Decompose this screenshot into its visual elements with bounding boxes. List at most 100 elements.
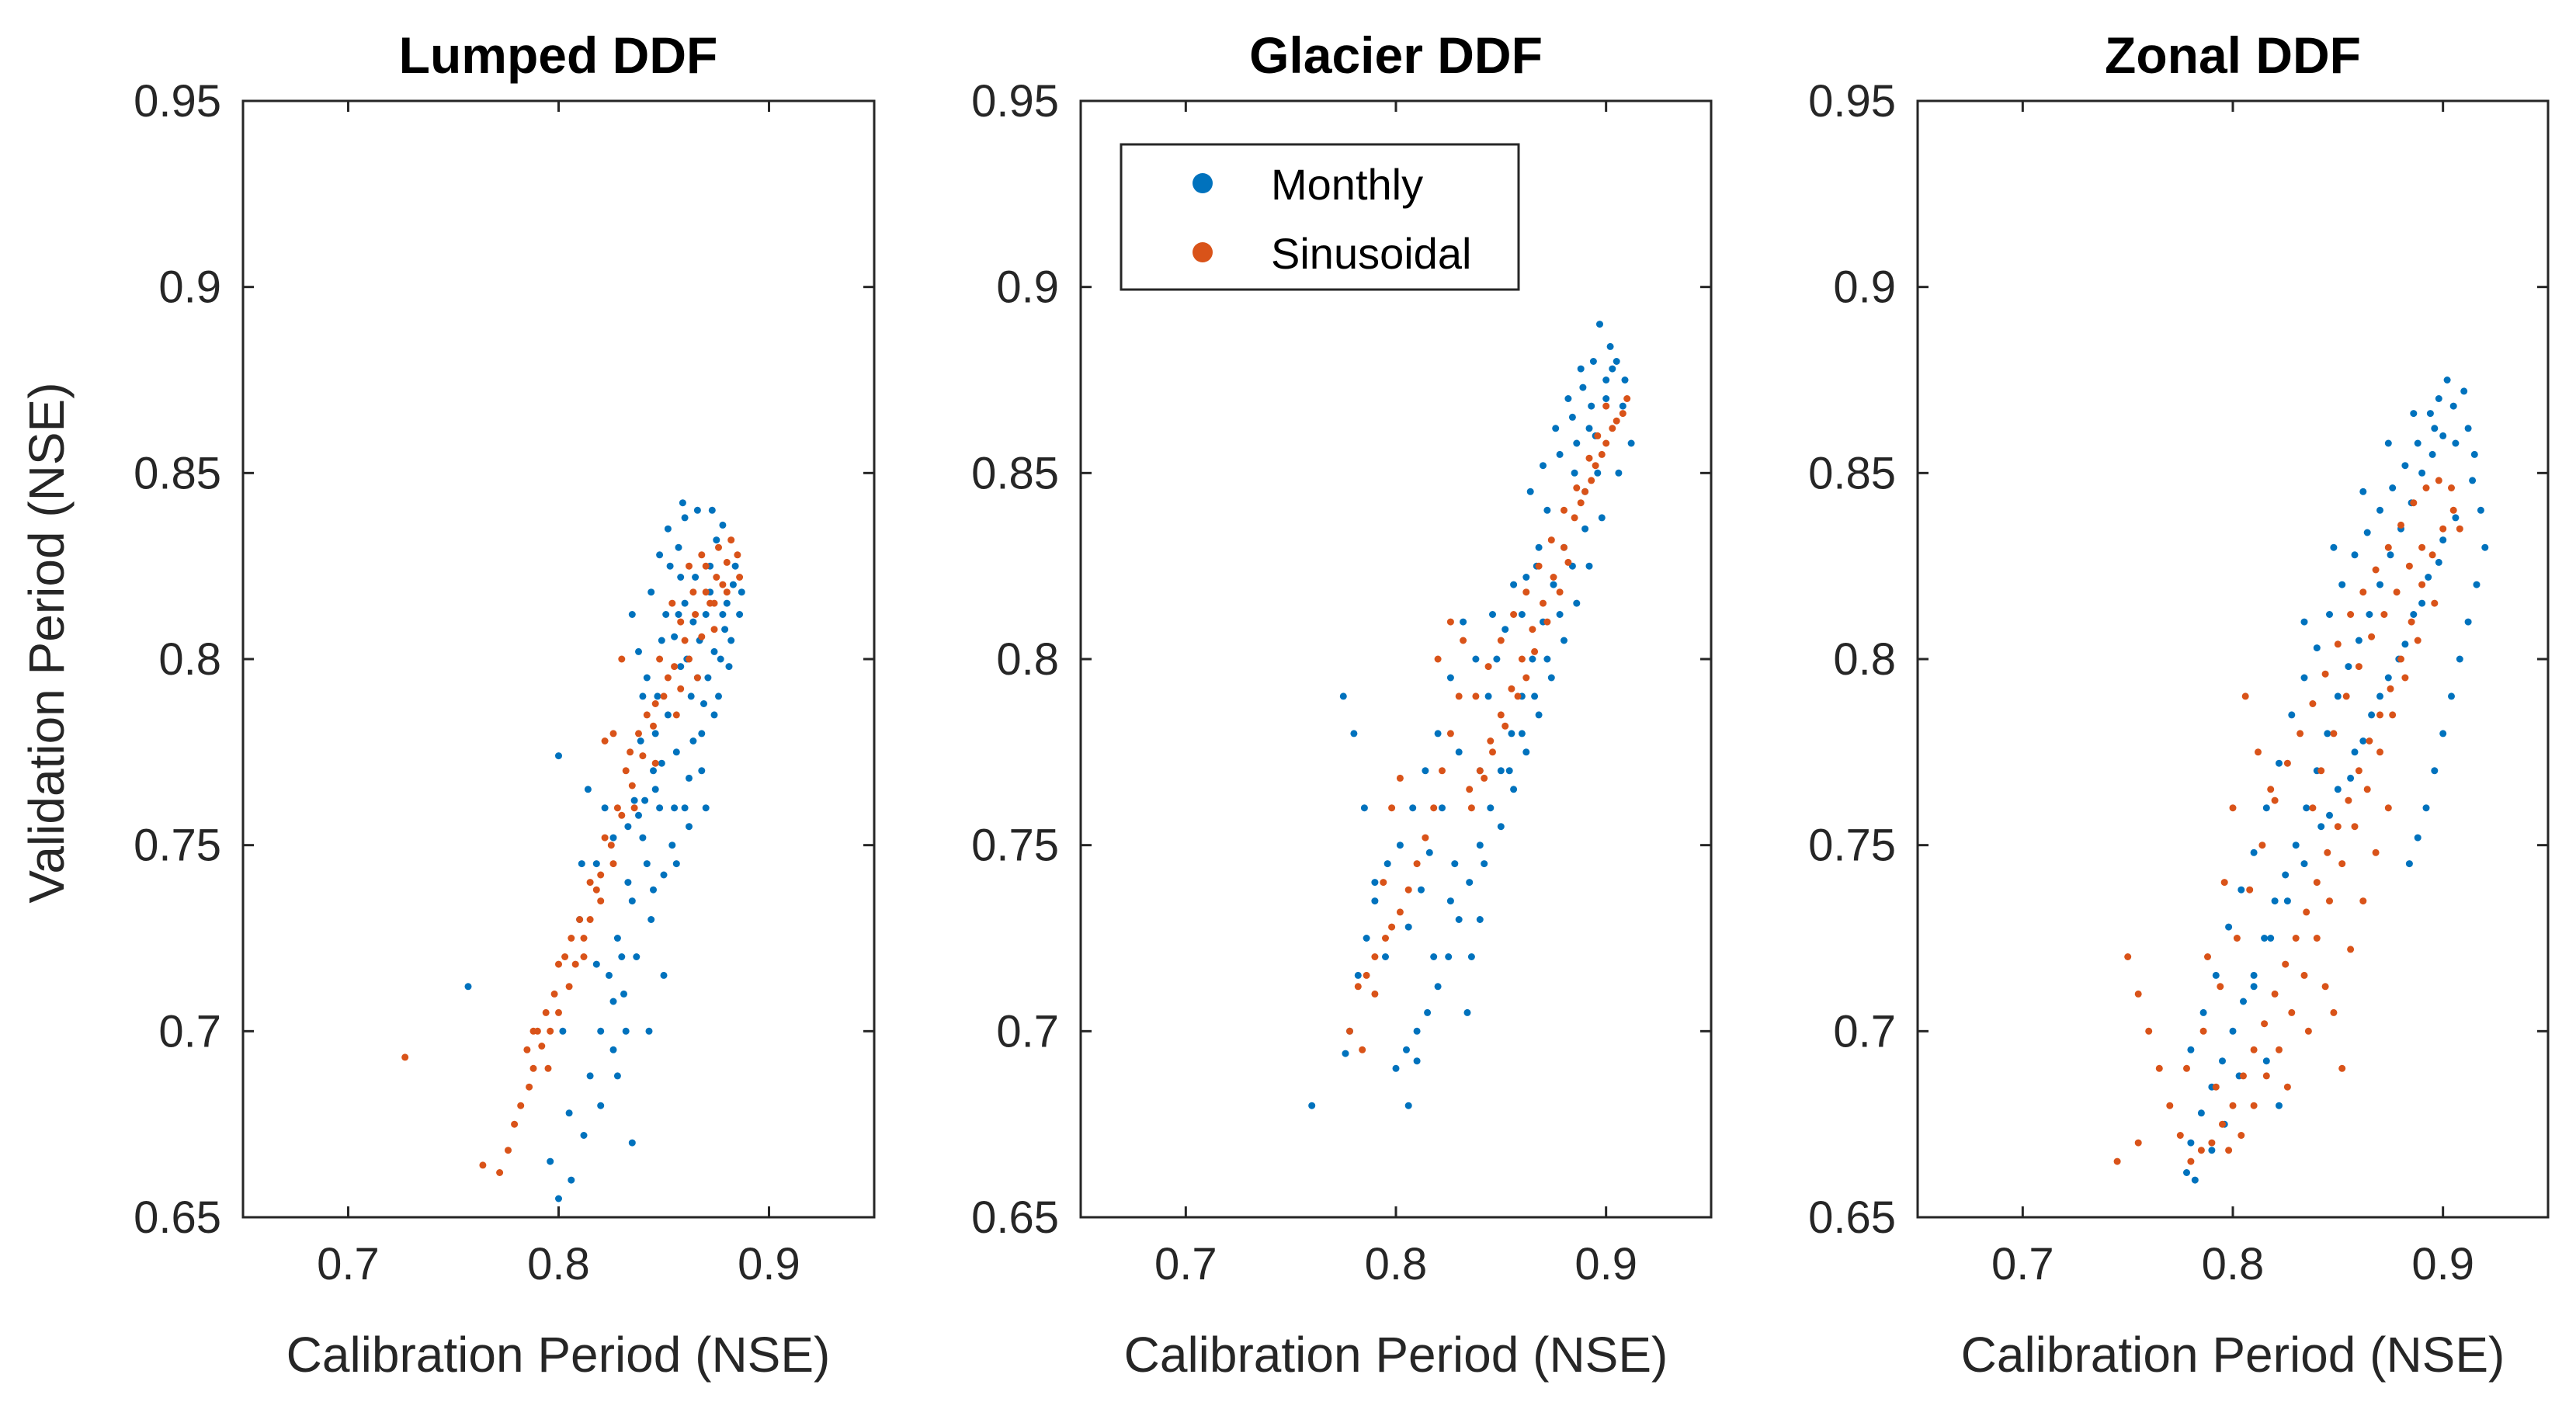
data-point <box>704 674 712 682</box>
data-point <box>2435 477 2442 484</box>
data-point <box>1455 748 1463 756</box>
data-point <box>1497 767 1505 775</box>
data-point <box>2300 860 2308 868</box>
data-point <box>479 1161 487 1169</box>
data-point <box>713 536 720 544</box>
data-point <box>571 960 579 968</box>
data-point <box>693 674 701 682</box>
data-point <box>2351 551 2359 559</box>
data-point <box>2414 439 2422 447</box>
data-point <box>2283 1083 2291 1091</box>
data-point <box>2359 897 2367 905</box>
data-point <box>1383 860 1391 868</box>
data-point <box>2183 1064 2190 1072</box>
data-point <box>1581 525 1589 533</box>
data-point <box>2304 1027 2312 1035</box>
data-point <box>511 1120 519 1128</box>
data-point <box>559 1027 567 1035</box>
data-point <box>526 1083 533 1091</box>
data-point <box>1540 462 1547 470</box>
data-point <box>2401 640 2409 648</box>
panel-title: Glacier DDF <box>1249 26 1543 84</box>
y-tick-label: 0.75 <box>1808 821 1896 871</box>
data-point <box>2313 644 2321 652</box>
data-point <box>2401 674 2409 682</box>
data-point <box>1409 804 1417 812</box>
data-point <box>2283 759 2291 767</box>
data-point <box>681 637 689 644</box>
data-point <box>2477 506 2484 514</box>
data-point <box>643 860 651 868</box>
data-point <box>651 700 659 707</box>
data-point <box>1522 748 1530 756</box>
data-point <box>2363 786 2371 793</box>
data-point <box>2250 1102 2258 1109</box>
data-point <box>2389 711 2397 719</box>
data-point <box>2255 748 2262 756</box>
data-point <box>1621 377 1629 383</box>
data-point <box>618 811 626 819</box>
data-point <box>1413 1057 1421 1065</box>
data-point <box>1466 879 1474 887</box>
data-point <box>2155 1064 2163 1072</box>
data-point <box>2410 611 2418 618</box>
panel-zonal: Zonal DDF 0.7 0.8 0.9 0.65 0.7 0.75 0.8 0.85 0.9… <box>1808 26 2550 1383</box>
data-point <box>464 983 472 991</box>
series-monthly <box>464 499 745 1203</box>
data-point <box>1434 730 1442 737</box>
data-point <box>671 663 679 671</box>
data-point <box>2187 1139 2195 1147</box>
data-point <box>2326 611 2333 618</box>
data-point <box>710 599 718 607</box>
y-tick-label: 0.8 <box>1833 634 1896 685</box>
data-point <box>613 935 621 942</box>
data-point <box>1360 804 1368 812</box>
data-point <box>1434 983 1442 991</box>
data-point <box>1550 574 1557 581</box>
y-tick-label: 0.65 <box>1808 1192 1896 1243</box>
data-point <box>2338 581 2346 588</box>
data-point <box>2271 796 2279 804</box>
data-point <box>620 990 627 998</box>
data-point <box>2250 971 2258 979</box>
data-point <box>1581 488 1589 495</box>
data-point <box>601 834 609 842</box>
data-point <box>1598 514 1606 522</box>
data-point <box>1371 897 1379 905</box>
data-point <box>1476 842 1484 849</box>
data-point <box>2282 960 2290 968</box>
data-point <box>635 811 642 819</box>
data-point <box>2283 897 2291 905</box>
data-point <box>2187 1046 2195 1053</box>
data-point <box>1510 611 1518 618</box>
data-point <box>2449 506 2457 514</box>
y-tick-label: 0.9 <box>996 262 1059 313</box>
data-point <box>2271 897 2279 905</box>
legend-label-monthly: Monthly <box>1271 160 1423 209</box>
data-point <box>2282 871 2290 879</box>
data-point <box>1535 543 1543 551</box>
data-point <box>1585 454 1593 462</box>
data-point <box>2276 1046 2283 1053</box>
data-point <box>1481 774 1488 782</box>
data-point <box>2435 558 2442 566</box>
data-point <box>1472 692 1480 700</box>
data-point <box>2197 1109 2205 1117</box>
data-point <box>2219 1120 2226 1128</box>
data-point <box>1609 425 1616 432</box>
data-point <box>2292 935 2300 942</box>
panel-title: Zonal DDF <box>2105 26 2361 84</box>
data-point <box>1556 611 1564 618</box>
data-point <box>1577 365 1585 373</box>
data-point <box>2208 1139 2216 1147</box>
data-point <box>1489 748 1496 756</box>
data-point <box>550 990 558 998</box>
data-point <box>2292 842 2300 849</box>
data-point <box>2338 860 2346 868</box>
data-point <box>1531 647 1539 655</box>
data-point <box>2443 377 2451 383</box>
data-point <box>656 655 664 663</box>
data-point <box>578 860 585 868</box>
data-point <box>1619 402 1626 410</box>
data-point <box>2313 935 2321 942</box>
